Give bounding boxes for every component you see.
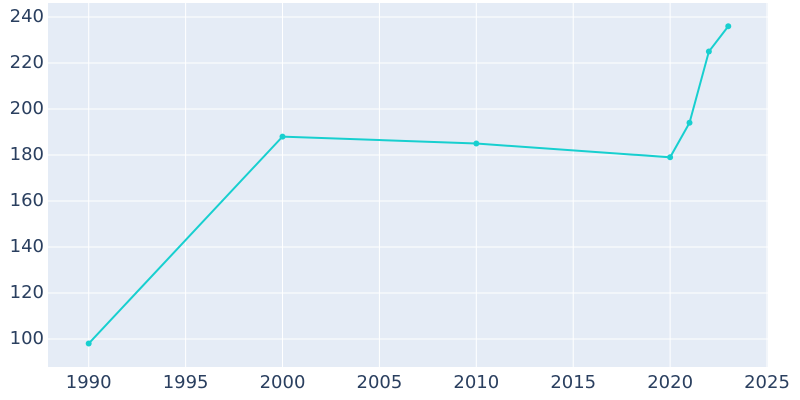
- plot-area: [48, 3, 768, 367]
- point: [85, 340, 92, 347]
- x-tick-label: 2015: [550, 372, 596, 393]
- point: [705, 48, 712, 55]
- point: [667, 154, 674, 161]
- x-tick-label: 2005: [357, 372, 403, 393]
- y-tick-label: 220: [10, 52, 44, 73]
- x-tick-label: 2010: [453, 372, 499, 393]
- y-tick-label: 160: [10, 190, 44, 211]
- point: [686, 119, 693, 126]
- y-tick-label: 180: [10, 144, 44, 165]
- x-tick-label: 2000: [260, 372, 306, 393]
- y-tick-label: 140: [10, 236, 44, 257]
- x-tick-label: 2020: [647, 372, 693, 393]
- y-tick-label: 100: [10, 328, 44, 349]
- y-tick-label: 120: [10, 282, 44, 303]
- x-tick-label: 1995: [163, 372, 209, 393]
- point: [473, 140, 480, 147]
- x-tick-label: 1990: [66, 372, 112, 393]
- y-tick-label: 200: [10, 98, 44, 119]
- y-tick-label: 240: [10, 6, 44, 27]
- x-tick-label: 2025: [744, 372, 790, 393]
- point: [279, 133, 286, 140]
- point: [725, 23, 732, 30]
